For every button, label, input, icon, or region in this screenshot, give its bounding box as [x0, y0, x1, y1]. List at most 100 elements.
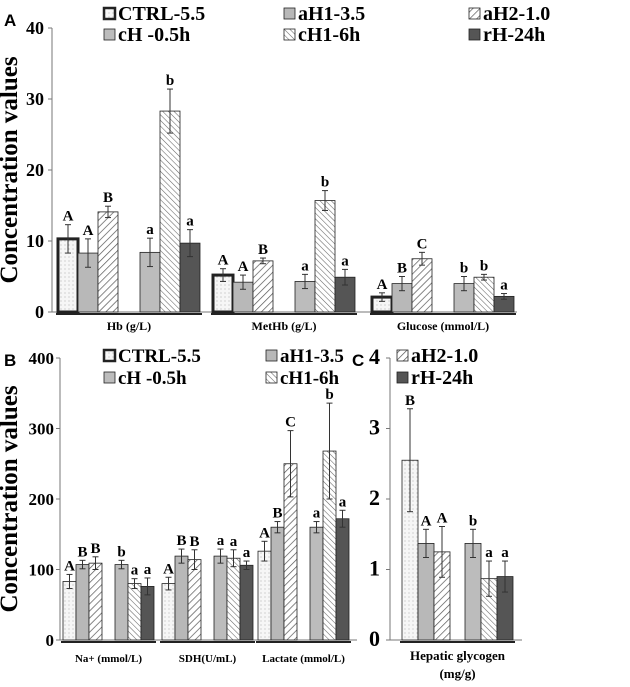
significance-letter: A [63, 209, 74, 225]
significance-letter: b [117, 544, 125, 560]
significance-letter: A [163, 561, 174, 577]
category-label: Glucose (mmol/L) [397, 319, 489, 333]
bar-cH05h [88, 562, 103, 641]
category-label: (mg/g) [439, 666, 475, 681]
legend-swatch [396, 371, 409, 384]
legend-label: cH -0.5h [118, 24, 190, 46]
significance-letter: A [437, 510, 448, 526]
bar-cH05h [187, 559, 202, 641]
bar-cH16h [314, 200, 336, 313]
significance-letter: a [131, 563, 139, 579]
significance-letter: a [485, 545, 493, 561]
significance-letter: B [176, 533, 186, 549]
bar-aH135 [75, 564, 90, 641]
legend-label: aH1-3.5 [280, 346, 344, 367]
legend-swatch [468, 28, 481, 41]
legend-label: rH-24h [483, 24, 545, 46]
significance-letter: a [144, 562, 152, 578]
significance-letter: A [421, 513, 432, 529]
y-tick-label: 0 [35, 302, 44, 322]
bar-cH16h [473, 276, 495, 313]
category-label: Lactate (mmol/L) [262, 653, 345, 665]
panel-label: B [4, 351, 16, 370]
significance-letter: a [146, 222, 154, 238]
significance-letter: A [259, 525, 270, 541]
bar-cH16h [226, 557, 241, 641]
bar-aH135 [174, 555, 189, 641]
y-tick-label: 30 [26, 89, 44, 109]
legend-swatch [265, 371, 278, 384]
bar-aH210 [252, 260, 274, 313]
significance-letter: C [285, 415, 296, 431]
y-tick-label: 40 [26, 18, 44, 38]
significance-letter: B [103, 190, 113, 206]
significance-letter: a [230, 534, 238, 550]
bar-cH16h [335, 518, 350, 641]
significance-letter: a [501, 545, 509, 561]
significance-letter: A [238, 259, 249, 275]
legend-swatch [396, 349, 409, 362]
bar-aH210 [97, 211, 119, 313]
category-label: Hepatic glycogen [410, 648, 506, 663]
legend-swatch [102, 6, 117, 21]
significance-letter: C [417, 236, 428, 252]
significance-letter: B [189, 534, 199, 550]
significance-letter: b [469, 513, 477, 529]
y-axis-title: Concentration values [0, 56, 23, 283]
significance-letter: B [77, 544, 87, 560]
significance-letter: A [64, 558, 75, 574]
legend-swatch [283, 7, 296, 20]
bar-cH16h [213, 555, 228, 641]
significance-letter: B [272, 506, 282, 522]
significance-letter: a [217, 533, 225, 549]
bar-aH135 [270, 526, 285, 641]
significance-letter: a [339, 494, 347, 510]
significance-letter: b [166, 73, 174, 89]
significance-letter: A [83, 223, 94, 239]
category-label: SDH(U/mL) [179, 653, 237, 665]
y-tick-label: 1 [369, 556, 380, 581]
legend-label: cH1-6h [280, 368, 340, 389]
bar-CTRL55 [62, 581, 77, 641]
significance-letter: B [405, 393, 415, 409]
significance-letter: b [480, 258, 488, 274]
significance-letter: b [460, 261, 468, 277]
legend-label: cH1-6h [298, 24, 360, 46]
y-tick-label: 10 [26, 231, 44, 251]
significance-letter: B [90, 541, 100, 557]
bar-cH16h [114, 564, 129, 641]
panel-label: C [352, 351, 364, 370]
significance-letter: B [397, 261, 407, 277]
y-tick-label: 400 [29, 349, 55, 368]
bar-CTRL55 [257, 550, 272, 641]
significance-letter: B [258, 242, 268, 258]
legend-label: CTRL-5.5 [118, 346, 201, 367]
y-axis-title: Concentration values [0, 385, 23, 612]
significance-letter: a [243, 545, 251, 561]
significance-letter: A [377, 277, 388, 293]
significance-letter: b [321, 175, 329, 191]
legend-label: aH1-3.5 [298, 3, 365, 25]
significance-letter: a [341, 253, 349, 269]
legend-label: cH -0.5h [118, 368, 187, 389]
significance-letter: b [325, 387, 333, 403]
category-label: MetHb (g/L) [252, 319, 317, 333]
y-tick-label: 300 [29, 420, 55, 439]
bar-cH16h [159, 110, 181, 313]
significance-letter: a [313, 506, 321, 522]
legend-swatch [265, 349, 278, 362]
bar-cH16h [309, 526, 324, 641]
significance-letter: a [186, 214, 194, 230]
y-tick-label: 200 [29, 490, 55, 509]
bar-aH210 [411, 258, 433, 313]
y-tick-label: 100 [29, 561, 55, 580]
y-tick-label: 4 [369, 344, 380, 369]
bar-cH16h [239, 564, 254, 641]
panel-label: A [4, 11, 16, 30]
y-tick-label: 0 [46, 631, 55, 650]
bar-CTRL55 [161, 583, 176, 641]
legend-label: rH-24h [411, 367, 473, 389]
legend-swatch [283, 28, 296, 41]
